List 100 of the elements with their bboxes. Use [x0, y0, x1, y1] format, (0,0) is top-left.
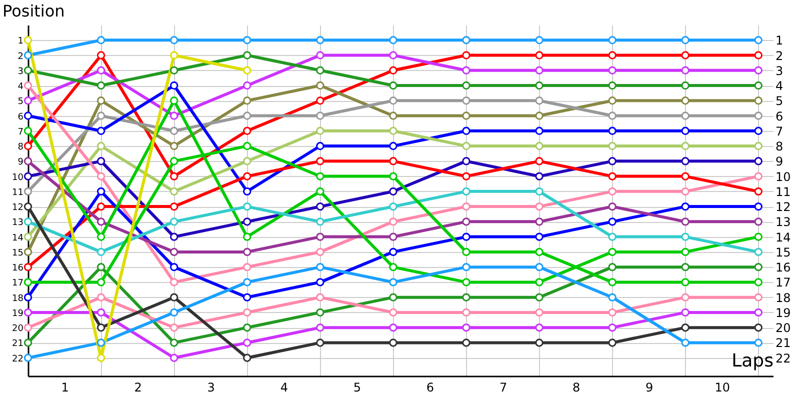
- point: [535, 142, 544, 150]
- point: [170, 202, 178, 211]
- point: [608, 112, 616, 120]
- point: [24, 308, 32, 317]
- point: [170, 172, 178, 180]
- point: [389, 51, 398, 60]
- point: [243, 308, 252, 317]
- point: [170, 323, 178, 332]
- point: [681, 202, 690, 211]
- point: [608, 51, 616, 60]
- point: [389, 293, 398, 302]
- y-tick-label: 10: [12, 172, 24, 183]
- point: [535, 51, 544, 60]
- point: [170, 36, 178, 44]
- point: [316, 112, 324, 120]
- point: [535, 308, 544, 317]
- point: [754, 308, 762, 317]
- point: [24, 36, 32, 44]
- point: [754, 51, 762, 60]
- y-tick-label: 4: [18, 82, 24, 92]
- point: [681, 126, 690, 136]
- point: [462, 308, 470, 317]
- point: [243, 278, 252, 286]
- point: [462, 51, 470, 60]
- point: [389, 142, 398, 150]
- point: [462, 142, 470, 150]
- point: [681, 248, 690, 256]
- point: [462, 232, 470, 241]
- point: [389, 66, 398, 74]
- point: [681, 278, 690, 286]
- point: [389, 157, 398, 166]
- y-tick-label: 20: [12, 324, 24, 334]
- point: [681, 262, 690, 272]
- point: [316, 66, 324, 74]
- point: [243, 248, 252, 256]
- point: [608, 96, 616, 105]
- point: [462, 338, 470, 347]
- point: [681, 187, 690, 196]
- point: [389, 218, 398, 226]
- point: [24, 112, 32, 120]
- point: [316, 142, 324, 150]
- point: [608, 323, 616, 332]
- point: [24, 172, 32, 180]
- y2-tick-label: 8: [776, 140, 784, 154]
- point: [96, 36, 106, 44]
- point: [243, 66, 252, 74]
- point: [681, 338, 690, 347]
- point: [535, 66, 544, 74]
- point: [754, 202, 762, 211]
- y-tick-label: 3: [18, 66, 24, 77]
- point: [316, 81, 324, 90]
- y2-tick-label: 6: [776, 109, 784, 124]
- point: [608, 293, 616, 302]
- point: [96, 51, 106, 60]
- point: [243, 51, 252, 60]
- point: [535, 262, 544, 272]
- point: [24, 338, 32, 347]
- y2-tick-label: 22: [776, 351, 791, 366]
- y-tick-label: 14: [12, 233, 24, 244]
- point: [462, 96, 470, 105]
- point: [170, 338, 178, 347]
- point: [170, 187, 178, 196]
- point: [96, 278, 106, 286]
- point: [389, 323, 398, 332]
- point: [170, 262, 178, 272]
- y2-tick-label: 18: [776, 290, 791, 305]
- y-tick-label: 11: [12, 188, 24, 198]
- y-tick-label: 16: [12, 264, 24, 274]
- point: [608, 232, 616, 241]
- point: [24, 293, 32, 302]
- point: [535, 96, 544, 105]
- point: [170, 232, 178, 241]
- point: [608, 218, 616, 226]
- x-tick-label: 7: [499, 380, 508, 394]
- y-tick-label: 19: [12, 308, 24, 319]
- y-tick-label: 21: [12, 339, 24, 350]
- y2-tick-label: 7: [776, 124, 784, 138]
- y-tick-label: 12: [12, 203, 24, 214]
- point: [96, 354, 106, 362]
- point: [316, 218, 324, 226]
- y2-tick-label: 13: [776, 215, 791, 230]
- point: [462, 323, 470, 332]
- y-tick-label: 6: [18, 112, 24, 122]
- y2-tick-label: 2: [776, 48, 784, 63]
- point: [316, 51, 324, 60]
- point: [316, 202, 324, 211]
- point: [243, 157, 252, 166]
- x-tick-label: 10: [714, 380, 730, 394]
- point: [316, 187, 324, 196]
- point: [24, 157, 32, 166]
- point: [24, 248, 32, 256]
- point: [389, 278, 398, 286]
- point: [608, 187, 616, 196]
- point: [170, 126, 178, 136]
- point: [316, 293, 324, 302]
- point: [96, 262, 106, 272]
- point: [608, 126, 616, 136]
- point: [608, 157, 616, 166]
- point: [316, 157, 324, 166]
- point: [243, 142, 252, 150]
